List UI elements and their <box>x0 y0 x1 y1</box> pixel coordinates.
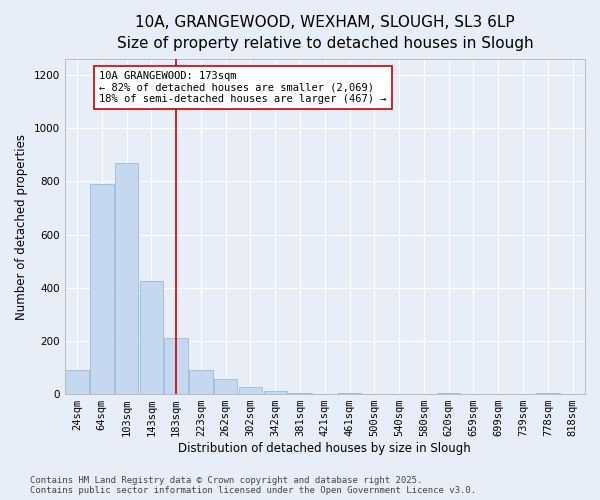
Bar <box>338 393 361 394</box>
Text: 10A GRANGEWOOD: 173sqm
← 82% of detached houses are smaller (2,069)
18% of semi-: 10A GRANGEWOOD: 173sqm ← 82% of detached… <box>100 71 387 104</box>
Bar <box>164 338 188 394</box>
Bar <box>536 393 560 394</box>
Bar <box>437 393 460 394</box>
Y-axis label: Number of detached properties: Number of detached properties <box>15 134 28 320</box>
Bar <box>214 380 238 394</box>
Title: 10A, GRANGEWOOD, WEXHAM, SLOUGH, SL3 6LP
Size of property relative to detached h: 10A, GRANGEWOOD, WEXHAM, SLOUGH, SL3 6LP… <box>116 15 533 51</box>
Bar <box>90 184 113 394</box>
Bar <box>115 163 139 394</box>
Bar <box>140 281 163 394</box>
Bar <box>239 388 262 394</box>
X-axis label: Distribution of detached houses by size in Slough: Distribution of detached houses by size … <box>178 442 471 455</box>
Text: Contains HM Land Registry data © Crown copyright and database right 2025.
Contai: Contains HM Land Registry data © Crown c… <box>30 476 476 495</box>
Bar <box>65 370 89 394</box>
Bar <box>263 392 287 394</box>
Bar <box>189 370 213 394</box>
Bar <box>288 393 312 394</box>
